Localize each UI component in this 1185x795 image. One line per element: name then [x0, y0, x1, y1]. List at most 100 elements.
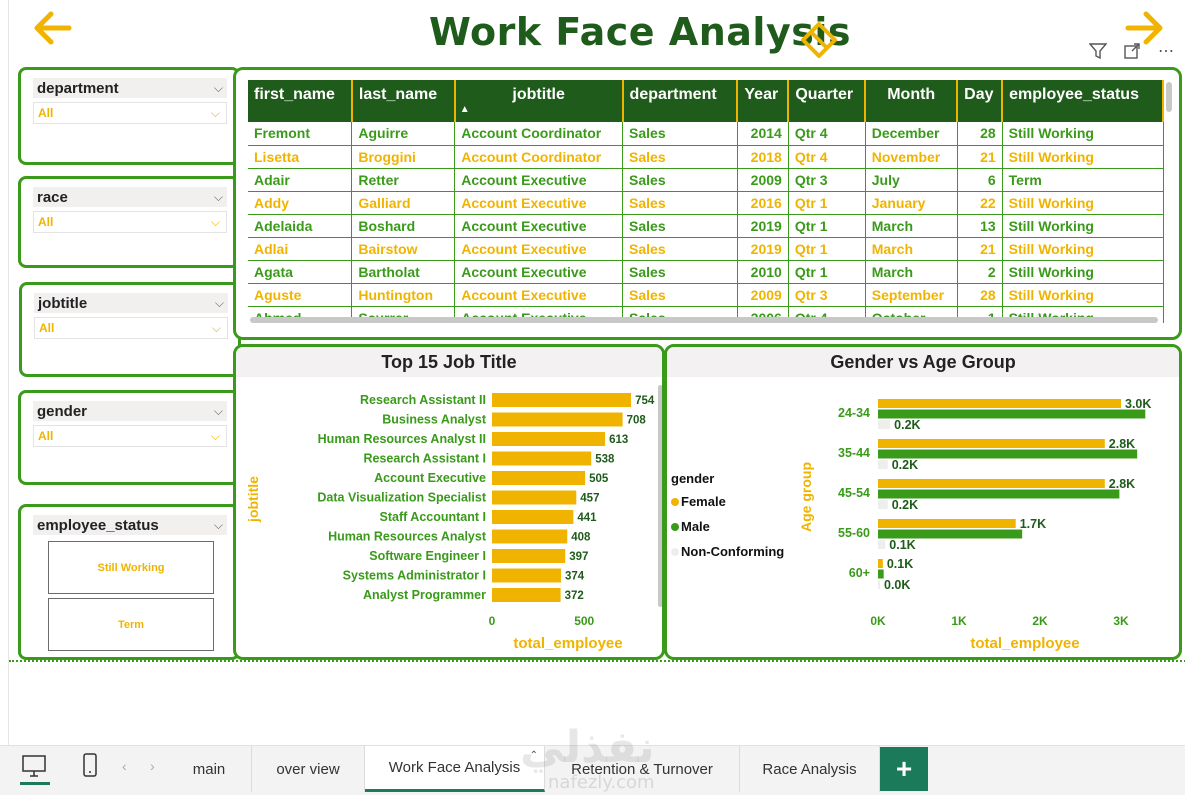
column-header-month[interactable]: Month [865, 80, 959, 122]
table-cell: Qtr 3 [788, 168, 866, 192]
legend-item-female[interactable]: Female [671, 489, 784, 514]
table-cell: Retter [351, 168, 456, 192]
table-cell: March [865, 237, 958, 261]
chart-title-bar [667, 347, 1179, 377]
column-header-first-name[interactable]: first_name [248, 80, 353, 122]
table-cell: January [865, 191, 958, 215]
table-row[interactable]: Adlai Bairstow Account Executive Sales 2019 Q… [248, 237, 1164, 261]
chevron-down-icon[interactable]: ⌵ [213, 189, 223, 204]
table-cell: Boshard [351, 214, 456, 238]
legend-label: Non-Conforming [681, 544, 785, 559]
bar-non-conforming [878, 540, 886, 549]
table-row[interactable]: Adelaida Boshard Account Executive Sales 201… [248, 214, 1164, 238]
chevron-down-icon[interactable]: ⌵ [214, 295, 224, 310]
legend-item-non-conforming[interactable]: Non-Conforming [671, 539, 784, 564]
table-row[interactable]: Addy Galliard Account Executive Sales 2016 Qt… [248, 191, 1164, 215]
table-cell: 2019 [737, 237, 789, 261]
table-row[interactable]: Adair Retter Account Executive Sales 2009 Qtr… [248, 168, 1164, 192]
table-cell: Qtr 3 [788, 283, 866, 307]
category-label: Business Analyst [382, 413, 487, 427]
scroll-right-icon[interactable]: › [150, 758, 155, 774]
eraser-icon[interactable] [799, 18, 839, 58]
tab-main[interactable]: main [167, 746, 252, 792]
table-row[interactable]: Fremont Aguirre Account Coordinator Sales 20… [248, 122, 1164, 146]
column-header-department[interactable]: department [622, 80, 739, 122]
table-cell: Still Working [1002, 260, 1164, 284]
canvas-divider [9, 660, 1185, 662]
data-label: 457 [580, 493, 599, 505]
table-row[interactable]: Aguste Huntington Account Executive Sales 20… [248, 283, 1164, 307]
column-header-quarter[interactable]: Quarter [788, 80, 867, 122]
column-header-employee-status[interactable]: employee_status [1002, 80, 1164, 122]
table-row[interactable]: Agata Bartholat Account Executive Sales 2010… [248, 260, 1164, 284]
table-row[interactable]: Lisetta Broggini Account Coordinator Sales 2… [248, 145, 1164, 169]
column-header-jobtitle[interactable]: jobtitle ▲ [454, 80, 624, 122]
chart-scrollbar[interactable] [658, 385, 662, 607]
slicer-dropdown[interactable]: All ⌵ [34, 317, 228, 339]
table-cell: Galliard [351, 191, 456, 215]
table-cell: Qtr 4 [788, 122, 866, 146]
category-label: 35-44 [838, 446, 870, 460]
data-label: 0.0K [884, 578, 910, 592]
column-header-year[interactable]: Year [737, 80, 790, 122]
legend-label: Female [681, 494, 726, 509]
data-label: 0.2K [892, 498, 918, 512]
mobile-view-icon[interactable] [80, 752, 100, 780]
legend-item-male[interactable]: Male [671, 514, 784, 539]
chevron-down-icon[interactable]: ⌵ [213, 80, 223, 95]
add-page-button[interactable]: + [880, 747, 928, 791]
gender-age-chart-panel: Gender vs Age Group gender Female Male N… [664, 344, 1182, 660]
data-label: 538 [595, 454, 615, 466]
horizontal-scrollbar[interactable] [250, 317, 1158, 323]
scroll-left-icon[interactable]: ‹ [122, 758, 127, 774]
desktop-view-icon[interactable] [20, 754, 48, 780]
bar-male [878, 529, 1023, 539]
data-label: 0.2K [894, 418, 920, 432]
job-title-chart-panel: Top 15 Job Title Research Assistant II 75… [233, 344, 665, 660]
forward-arrow-icon[interactable] [1122, 6, 1166, 50]
chevron-down-icon: ⌵ [210, 428, 220, 443]
term-button[interactable]: Term [48, 598, 214, 651]
table-cell: 28 [957, 283, 1003, 307]
chevron-down-icon[interactable]: ⌵ [213, 403, 223, 418]
table-cell: Broggini [351, 145, 456, 169]
table-cell: Fremont [248, 122, 353, 146]
page-title: Work Face Analysis [429, 10, 851, 54]
category-label: Account Executive [374, 471, 486, 485]
table-cell: Aguste [248, 283, 353, 307]
tab-collapse-icon[interactable]: ⌃ [529, 750, 538, 761]
tab-race-analysis[interactable]: Race Analysis [740, 746, 880, 792]
legend-dot [671, 522, 679, 531]
table-cell: 2016 [737, 191, 789, 215]
data-label: 505 [589, 473, 609, 485]
vertical-scrollbar[interactable] [1166, 82, 1172, 112]
column-header-day[interactable]: Day [957, 80, 1004, 122]
slicer-dropdown[interactable]: All ⌵ [33, 211, 227, 233]
slicer-employee-status: employee_status ⌵ Still Working Term [18, 504, 240, 660]
filter-icon[interactable] [1085, 38, 1111, 64]
bar-female [878, 519, 1016, 528]
table-cell: Sales [622, 237, 738, 261]
column-header-last-name[interactable]: last_name [351, 80, 456, 122]
data-label: 708 [627, 415, 647, 427]
category-label: 24-34 [838, 406, 870, 420]
back-arrow-icon[interactable] [31, 6, 75, 50]
slicer-dropdown[interactable]: All ⌵ [33, 425, 227, 447]
bar [492, 588, 561, 602]
more-options-icon[interactable]: ⋯ [1158, 43, 1174, 60]
slicer-value: All [39, 321, 55, 335]
chevron-down-icon[interactable]: ⌵ [213, 517, 223, 532]
table-cell: Lisetta [248, 145, 353, 169]
tab-over-view[interactable]: over view [252, 746, 365, 792]
still-working-button[interactable]: Still Working [48, 541, 214, 594]
table-scroll-area[interactable]: first_name last_name jobtitle ▲ departmen… [248, 80, 1164, 323]
category-label: Research Assistant I [363, 452, 486, 466]
slicer-dropdown[interactable]: All ⌵ [33, 102, 227, 124]
tab-retention-turnover[interactable]: Retention & Turnover [545, 746, 740, 792]
focus-mode-icon[interactable] [1119, 38, 1145, 64]
data-label: 754 [635, 395, 655, 407]
slicer-department: department ⌵ All ⌵ [18, 67, 240, 165]
table-cell: Bartholat [351, 260, 456, 284]
slicer-race: race ⌵ All ⌵ [18, 176, 240, 268]
tab-work-face-analysis[interactable]: Work Face Analysis ⌃ [365, 746, 545, 792]
